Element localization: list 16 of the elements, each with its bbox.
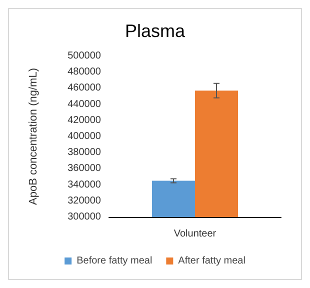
- y-axis-title: ApoB concentration (ng/mL): [28, 68, 40, 205]
- y-tick-label: 380000: [68, 147, 102, 158]
- y-tick-label: 300000: [68, 212, 102, 222]
- x-tick-label: Volunteer: [174, 228, 217, 240]
- y-tick-label: 420000: [68, 114, 102, 126]
- y-tick-label: 400000: [68, 131, 102, 142]
- y-tick-label: 480000: [68, 66, 102, 78]
- y-tick-label: 340000: [68, 179, 102, 190]
- chart-title: Plasma: [124, 21, 186, 41]
- legend-label: After fatty meal: [178, 256, 246, 266]
- y-tick-label: 360000: [68, 163, 102, 174]
- y-tick-label: 500000: [68, 50, 102, 62]
- y-tick-label: 440000: [68, 98, 102, 110]
- y-tick-label: 460000: [68, 82, 102, 94]
- y-tick-label: 320000: [68, 195, 102, 206]
- legend-label: Before fatty meal: [76, 256, 152, 266]
